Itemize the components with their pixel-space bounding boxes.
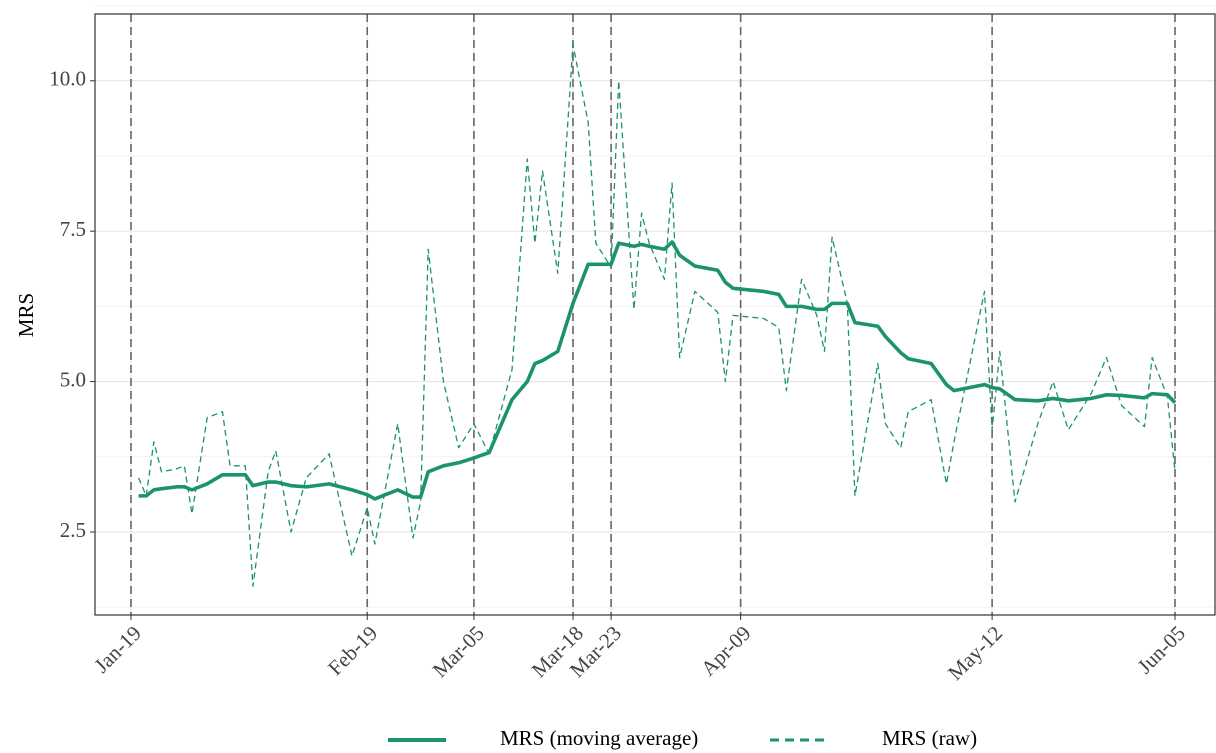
x-tick-label: Mar-05 [428, 621, 489, 682]
y-tick-label: 2.5 [60, 518, 86, 542]
x-tick-label: May-12 [943, 621, 1007, 685]
x-tick-label: Jan-19 [89, 621, 146, 678]
plot-border [94, 13, 1216, 616]
y-tick-label: 10.0 [49, 67, 86, 91]
line-series [138, 240, 1177, 501]
y-tick-label: 5.0 [60, 367, 86, 391]
y-axis-label: MRS [14, 293, 38, 337]
x-tick-label: Jun-05 [1133, 621, 1190, 678]
line-series [138, 44, 1176, 587]
legend-label: MRS (moving average) [500, 726, 698, 750]
y-tick-label: 7.5 [60, 217, 86, 241]
x-tick-label: Feb-19 [323, 621, 382, 680]
x-tick-label: Apr-09 [696, 621, 756, 681]
legend-label: MRS (raw) [882, 726, 977, 750]
